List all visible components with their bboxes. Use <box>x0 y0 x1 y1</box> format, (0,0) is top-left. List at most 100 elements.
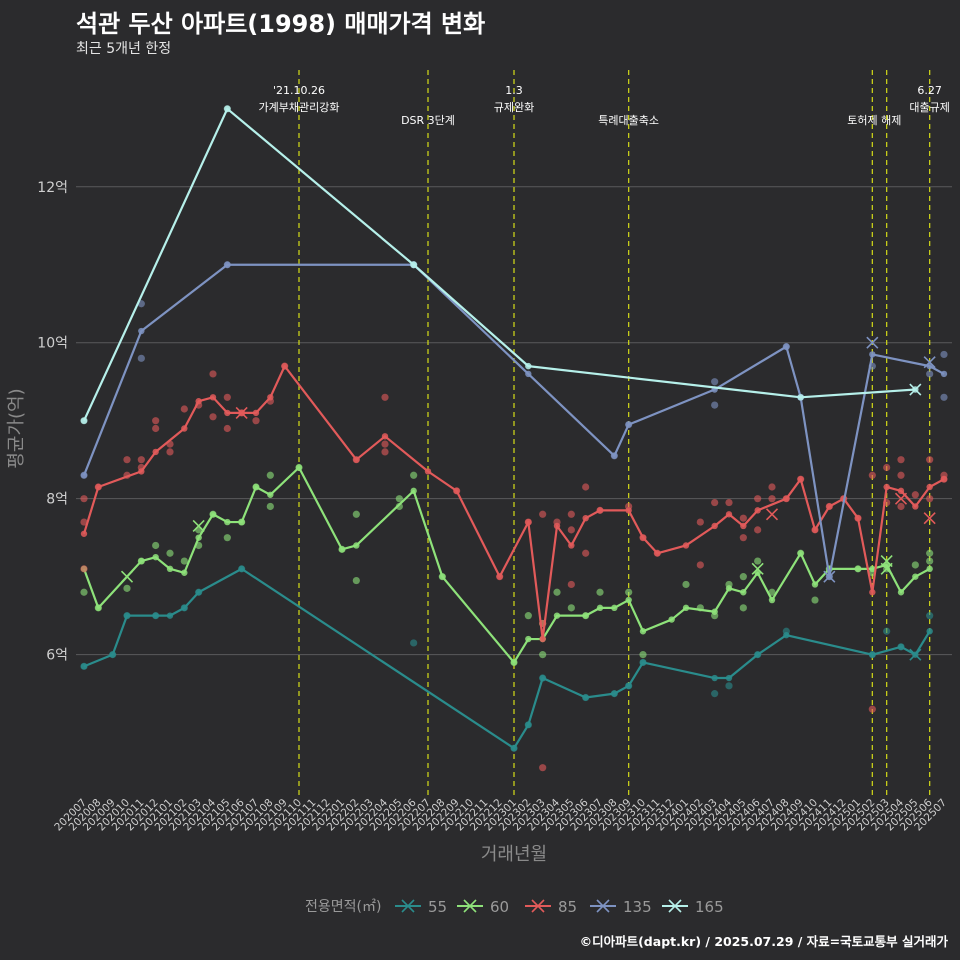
line-vertex <box>740 589 747 596</box>
line-vertex <box>95 604 102 612</box>
line-vertex <box>625 421 632 428</box>
event-label: 토허제 해제 <box>847 113 901 127</box>
transaction-cross <box>120 570 134 583</box>
data-point <box>123 584 131 592</box>
data-point <box>381 440 389 448</box>
line-vertex <box>166 612 174 619</box>
legend-label: 135 <box>623 898 652 916</box>
data-point <box>223 534 231 542</box>
data-point <box>381 393 389 401</box>
data-point <box>868 705 876 713</box>
line-vertex <box>568 542 575 549</box>
line-vertex <box>826 503 833 510</box>
line-vertex <box>195 589 202 596</box>
line-vertex <box>596 507 604 514</box>
event-label: 가계부채관리강화 <box>259 101 340 114</box>
line-vertex <box>754 651 761 658</box>
line-vertex <box>783 631 790 639</box>
line-vertex <box>238 565 245 573</box>
transaction-cross <box>866 336 879 349</box>
transaction-cross <box>823 570 836 583</box>
cross-stroke <box>192 519 205 533</box>
line-vertex <box>195 398 202 405</box>
y-tick-label: 12억 <box>37 180 68 196</box>
line-vertex <box>639 628 647 635</box>
line-vertex <box>725 585 733 592</box>
data-point <box>539 510 547 518</box>
line-vertex <box>525 635 532 643</box>
line-vertex <box>912 573 919 580</box>
legend-item-165: 165 <box>662 898 724 916</box>
line-vertex <box>869 651 876 658</box>
event-label: 6.27 <box>917 84 942 97</box>
line-vertex <box>897 589 905 596</box>
line-vertex <box>209 394 217 401</box>
line-vertex <box>195 534 202 541</box>
data-point <box>209 413 217 421</box>
data-point <box>811 596 819 604</box>
cross-stroke <box>401 899 415 913</box>
line-vertex <box>109 651 116 658</box>
data-point <box>739 534 747 542</box>
transaction-cross <box>923 512 936 525</box>
line-vertex <box>80 530 88 537</box>
line-vertex <box>80 663 88 670</box>
cross-stroke <box>923 512 936 525</box>
data-point <box>897 471 905 479</box>
data-point <box>80 588 88 596</box>
data-point <box>209 370 217 378</box>
transaction-cross <box>192 519 205 533</box>
data-point <box>567 526 575 534</box>
data-point <box>410 471 418 479</box>
data-point <box>266 502 274 511</box>
data-point <box>395 495 403 503</box>
line-vertex <box>639 659 647 666</box>
line-vertex <box>224 518 231 526</box>
data-point <box>152 417 160 425</box>
line-vertex <box>224 105 231 112</box>
transaction-cross <box>765 508 779 521</box>
cross-stroke <box>909 383 922 396</box>
data-point <box>539 651 547 659</box>
data-point <box>152 424 160 433</box>
data-point <box>940 350 948 359</box>
line-vertex <box>553 522 561 530</box>
line-vertex <box>625 507 632 514</box>
chart-caption: ©디아파트(dapt.kr) / 2025.07.29 / 자료=국토교통부 실… <box>579 934 948 949</box>
line-vertex <box>267 491 274 498</box>
line-vertex <box>338 546 346 553</box>
data-point <box>868 471 876 479</box>
line-vertex <box>224 261 231 268</box>
y-tick-label: 10억 <box>37 336 68 352</box>
line-vertex <box>611 604 618 612</box>
line-vertex <box>525 362 532 370</box>
line-vertex <box>811 581 819 588</box>
legend-key-cross <box>668 899 682 913</box>
line-vertex <box>611 452 618 459</box>
data-point <box>596 588 604 596</box>
transaction-cross <box>909 648 922 661</box>
cross-stroke <box>751 562 764 575</box>
event-label: 대출규제 <box>909 101 949 114</box>
line-vertex <box>138 327 145 335</box>
data-point <box>639 651 647 659</box>
legend-item-135: 135 <box>590 898 652 916</box>
data-point <box>911 491 919 499</box>
line-vertex <box>510 659 518 666</box>
line-vertex <box>281 362 288 370</box>
line-vertex <box>854 565 862 573</box>
cross-stroke <box>823 570 836 583</box>
data-point <box>897 502 905 511</box>
line-vertex <box>854 514 862 522</box>
line-vertex <box>797 475 804 483</box>
line-vertex <box>267 394 274 401</box>
data-point <box>711 498 719 507</box>
data-point <box>768 588 776 596</box>
legend-key-cross <box>401 899 415 913</box>
series-line <box>82 263 945 578</box>
legend-label: 165 <box>695 898 724 916</box>
data-point <box>352 576 360 585</box>
data-point <box>223 393 231 401</box>
event-label: '21.10.26 <box>273 84 325 97</box>
